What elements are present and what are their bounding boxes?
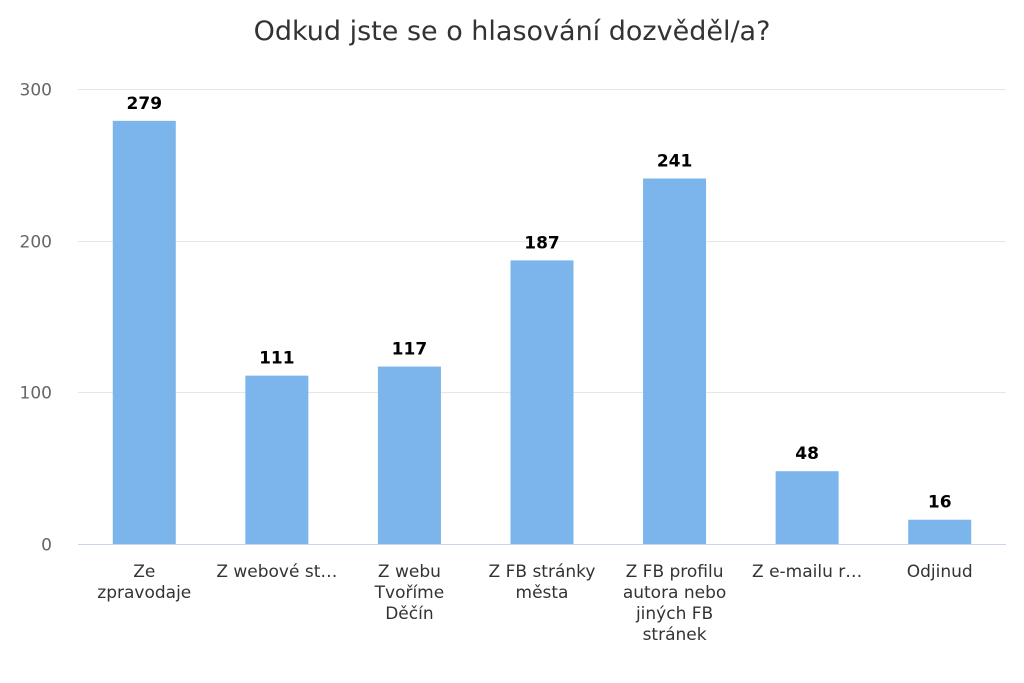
x-axis-labels: Ze zpravodaje Z webové st… Z webu Tvoříme Děč… — [97, 562, 972, 645]
bar — [643, 178, 707, 544]
x-tick-label-line: Z FB profilu — [626, 562, 724, 582]
x-tick-label-line: města — [516, 583, 569, 603]
bars-layer — [112, 120, 972, 544]
data-label: 16 — [928, 493, 952, 513]
bar — [112, 120, 176, 544]
x-tick-label-line: autora nebo — [623, 583, 727, 603]
x-tick-label: Ze zpravodaje — [97, 562, 191, 603]
x-tick-label-line: Z FB stránky — [489, 562, 596, 582]
data-label: 279 — [127, 94, 163, 114]
x-tick-label: Z webu Tvoříme Děčín — [374, 562, 445, 624]
x-tick-label-line: stránek — [643, 625, 707, 645]
x-tick-label-line: jiných FB — [635, 604, 713, 624]
data-label: 48 — [795, 444, 819, 464]
x-tick-label: Z FB stránky města — [489, 562, 596, 603]
grid-layer: 0 100 200 300 — [20, 81, 1006, 556]
data-label: 111 — [259, 349, 295, 369]
x-tick-label: Z e-mailu r… — [752, 562, 862, 582]
x-tick-label-line: Ze — [133, 562, 155, 582]
x-tick-label-line: Děčín — [385, 604, 433, 624]
x-tick-label: Odjinud — [907, 562, 973, 582]
data-label: 117 — [392, 340, 428, 360]
bar — [377, 366, 441, 544]
bar — [908, 519, 972, 544]
bar — [245, 375, 309, 544]
x-tick-label-line: Z webové st… — [216, 562, 337, 582]
data-label: 241 — [657, 151, 693, 171]
x-tick-label-line: Odjinud — [907, 562, 973, 582]
chart-title: Odkud jste se o hlasování dozvěděl/a? — [254, 16, 771, 47]
y-tick-label: 0 — [41, 536, 52, 556]
x-tick-label-line: Z e-mailu r… — [752, 562, 862, 582]
y-tick-label: 300 — [20, 81, 52, 101]
data-labels-layer: 279 111 117 187 241 48 16 — [127, 94, 952, 513]
y-tick-label: 100 — [20, 384, 52, 404]
x-tick-label-line: Tvoříme — [374, 583, 445, 603]
x-tick-label-line: Z webu — [378, 562, 441, 582]
x-tick-label: Z webové st… — [216, 562, 337, 582]
data-label: 187 — [524, 233, 560, 253]
x-tick-label: Z FB profilu autora nebo jiných FB stránek — [623, 562, 727, 645]
bar — [775, 471, 839, 544]
y-tick-label: 200 — [20, 233, 52, 253]
bar — [510, 260, 574, 544]
x-tick-label-line: zpravodaje — [97, 583, 191, 603]
